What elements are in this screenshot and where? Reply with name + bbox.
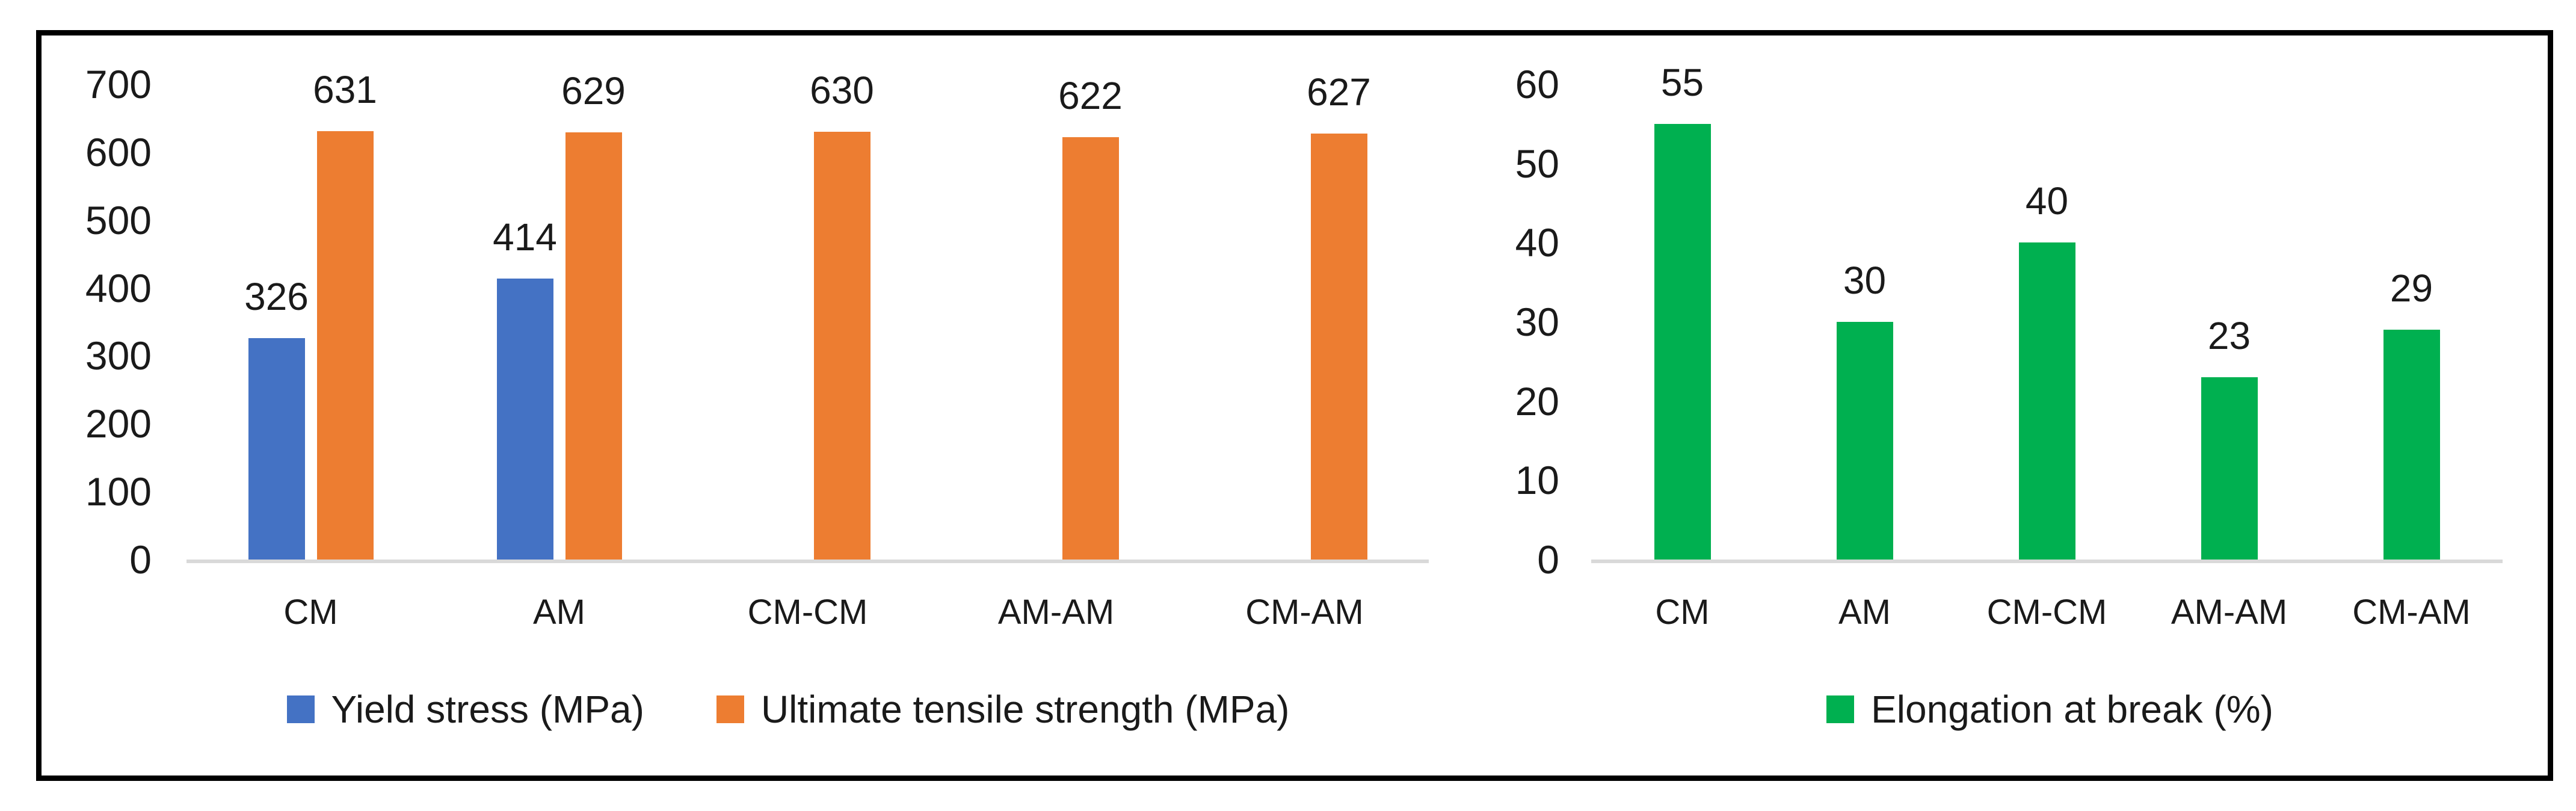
x-category-label-cm-am: CM-AM bbox=[1245, 593, 1364, 632]
bar-ultimate-tensile-strength-mpa-am bbox=[565, 132, 622, 560]
bar-elongation-at-break-am-am bbox=[2201, 377, 2258, 560]
x-category-label-cm: CM bbox=[283, 593, 338, 632]
y-tick-label: 0 bbox=[1537, 537, 1559, 582]
bar-value-label-cm: 326 bbox=[244, 275, 309, 319]
legend: Elongation at break (%) bbox=[1594, 686, 2506, 733]
legend-item-ultimate-tensile-strength-mpa: Ultimate tensile strength (MPa) bbox=[716, 686, 1290, 733]
bar-elongation-at-break-am bbox=[1836, 322, 1893, 560]
bar-elongation-at-break-cm-cm bbox=[2018, 242, 2075, 560]
y-tick-label: 300 bbox=[85, 333, 152, 378]
y-tick-label: 700 bbox=[85, 62, 152, 106]
x-category-label-am-am: AM-AM bbox=[2171, 593, 2288, 632]
bar-value-label-cm: 55 bbox=[1660, 60, 1704, 104]
x-category-label-cm-am: CM-AM bbox=[2352, 593, 2471, 632]
legend-swatch-yield-stress-mpa bbox=[286, 695, 315, 723]
bar-value-label-cm-am: 29 bbox=[2390, 267, 2433, 310]
bar-value-label-cm-cm: 40 bbox=[2025, 179, 2069, 223]
bar-value-label-am-am: 23 bbox=[2207, 314, 2251, 358]
legend-swatch-elongation-at-break bbox=[1826, 695, 1855, 723]
bar-value-label-cm-cm: 630 bbox=[810, 69, 874, 112]
figure-border bbox=[36, 30, 2553, 781]
y-tick-label: 40 bbox=[1515, 220, 1559, 265]
x-category-label-am: AM bbox=[533, 593, 585, 632]
y-tick-label: 30 bbox=[1515, 300, 1559, 344]
bar-elongation-at-break-cm bbox=[1654, 123, 1711, 560]
bar-ultimate-tensile-strength-mpa-cm-am bbox=[1310, 134, 1367, 560]
bar-ultimate-tensile-strength-mpa-cm bbox=[316, 131, 374, 560]
y-tick-label: 50 bbox=[1515, 141, 1559, 186]
y-tick-label: 60 bbox=[1515, 62, 1559, 106]
x-category-label-cm-cm: CM-CM bbox=[1986, 593, 2107, 632]
x-axis-line bbox=[1591, 560, 2503, 563]
x-category-label-cm: CM bbox=[1655, 593, 1710, 632]
legend-label: Ultimate tensile strength (MPa) bbox=[760, 688, 1290, 731]
y-tick-label: 0 bbox=[129, 537, 152, 582]
y-tick-label: 10 bbox=[1515, 458, 1559, 503]
bar-value-label-am: 30 bbox=[1843, 259, 1887, 302]
y-tick-label: 500 bbox=[85, 197, 152, 242]
bar-value-label-am: 629 bbox=[561, 69, 626, 113]
bar-elongation-at-break-cm-am bbox=[2383, 330, 2440, 560]
legend-item-yield-stress-mpa: Yield stress (MPa) bbox=[286, 686, 644, 733]
bar-yield-stress-mpa-am bbox=[496, 278, 553, 560]
legend-label: Yield stress (MPa) bbox=[331, 688, 644, 731]
y-tick-label: 100 bbox=[85, 469, 152, 514]
y-tick-label: 600 bbox=[85, 129, 152, 174]
bar-yield-stress-mpa-cm bbox=[248, 338, 305, 560]
legend: Yield stress (MPa) Ultimate tensile stren… bbox=[144, 686, 1432, 733]
y-tick-label: 200 bbox=[85, 401, 152, 446]
legend-item-elongation-at-break: Elongation at break (%) bbox=[1826, 686, 2273, 733]
bar-ultimate-tensile-strength-mpa-am-am bbox=[1062, 137, 1119, 560]
y-tick-label: 20 bbox=[1515, 378, 1559, 424]
x-category-label-am-am: AM-AM bbox=[997, 593, 1115, 632]
legend-swatch-ultimate-tensile-strength-mpa bbox=[716, 695, 744, 723]
bar-value-label-am: 414 bbox=[493, 215, 557, 259]
bar-value-label-cm-am: 627 bbox=[1307, 70, 1371, 114]
bar-ultimate-tensile-strength-mpa-cm-cm bbox=[813, 132, 870, 560]
x-axis-line bbox=[186, 560, 1429, 563]
x-category-label-am: AM bbox=[1838, 593, 1891, 632]
legend-label: Elongation at break (%) bbox=[1871, 688, 2273, 731]
x-category-label-cm-cm: CM-CM bbox=[747, 593, 868, 632]
bar-value-label-cm: 631 bbox=[313, 67, 377, 111]
y-tick-label: 400 bbox=[85, 265, 152, 310]
bar-value-label-am-am: 622 bbox=[1058, 74, 1123, 118]
